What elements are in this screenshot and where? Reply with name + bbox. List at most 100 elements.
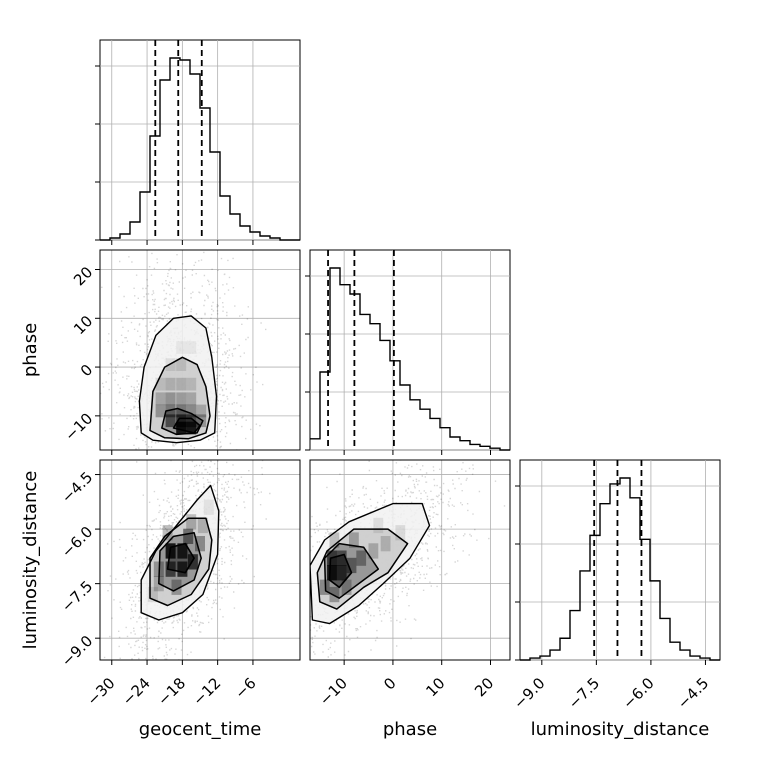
- histogram-panel-geocent_time: [95, 39, 301, 245]
- contour-line-inner: [166, 542, 195, 574]
- histogram-frame: [99, 39, 301, 241]
- x-axis-title-luminosity_distance: luminosity_distance: [531, 719, 710, 740]
- density-cell: [336, 550, 347, 566]
- y-tick-label-phase: 0: [77, 361, 96, 380]
- density-cell: [147, 586, 158, 603]
- density-cell: [356, 550, 367, 566]
- density-cell: [177, 543, 188, 559]
- density-cell: [319, 579, 330, 595]
- density-cell: [186, 414, 197, 428]
- x-tick-label-luminosity_distance: −4.5: [674, 674, 712, 712]
- density-cell: [368, 543, 379, 559]
- y-axis-title-luminosity_distance: luminosity_distance: [20, 471, 41, 650]
- histogram-panel-luminosity_distance: [515, 459, 721, 665]
- contour-line-outer: [140, 484, 220, 621]
- x-tick-label-phase: 20: [471, 674, 497, 700]
- density-cell: [186, 377, 197, 391]
- density-cell: [176, 392, 187, 406]
- panel-frame: [309, 459, 511, 661]
- contour-line-second: [149, 517, 213, 607]
- density-cell: [186, 421, 197, 435]
- histogram-panel-phase: [305, 249, 511, 455]
- contour-line-third: [161, 407, 204, 436]
- density-cell: [165, 404, 176, 418]
- panel-content: [310, 460, 510, 660]
- panel-frame: [99, 249, 301, 451]
- density-cell: [177, 561, 188, 577]
- density-cell: [176, 404, 187, 418]
- density-cell: [203, 499, 214, 515]
- y-tick-label-luminosity_distance: −7.5: [58, 577, 96, 615]
- density-cell: [162, 525, 173, 541]
- contour-line-third: [158, 531, 202, 592]
- density-cell: [187, 554, 198, 570]
- density-cell: [186, 392, 197, 406]
- x-axis-title-geocent_time: geocent_time: [139, 719, 262, 740]
- histogram-frame: [519, 459, 721, 661]
- y-axis-title-phase: phase: [20, 323, 41, 377]
- panel-content: [100, 460, 300, 660]
- density-cell: [380, 536, 391, 552]
- density-cell: [341, 579, 352, 595]
- density-cell: [329, 532, 340, 548]
- x-tick-label-luminosity_distance: −7.5: [565, 674, 603, 712]
- density-cell: [176, 358, 187, 371]
- contour-line-third: [323, 542, 380, 599]
- histogram-step-line: [310, 267, 510, 451]
- density-cell: [176, 421, 187, 435]
- density-cell: [186, 341, 197, 354]
- x-tick-label-geocent_time: −18: [154, 674, 189, 709]
- y-tick-label-luminosity_distance: −6.0: [58, 523, 96, 561]
- x-tick-label-luminosity_distance: −6.0: [619, 674, 657, 712]
- density-cell: [196, 414, 207, 428]
- density-cell: [176, 341, 187, 354]
- density-cell: [197, 517, 208, 534]
- density-cell: [349, 532, 359, 548]
- density-cell: [155, 392, 166, 406]
- contour-line-inner: [172, 417, 201, 434]
- x-tick-label-geocent_time: −12: [189, 674, 224, 709]
- density-cell: [186, 404, 197, 418]
- x-tick-label-luminosity_distance: −9.0: [510, 674, 548, 712]
- density-cell: [373, 517, 384, 534]
- density-cell: [186, 514, 197, 530]
- contour-line-outer: [138, 315, 218, 444]
- scatter-panel-luminosity_distance_vs_geocent_time: [95, 459, 301, 665]
- contour-line-inner: [328, 553, 353, 589]
- x-tick-label-phase: 10: [422, 674, 448, 700]
- histogram-frame: [309, 249, 511, 451]
- histogram-step-line: [520, 477, 720, 661]
- scatter-panel-luminosity_distance_vs_phase: [309, 459, 511, 665]
- density-cell: [171, 579, 182, 595]
- x-tick-label-phase: 0: [380, 674, 399, 693]
- density-cell: [176, 377, 187, 391]
- x-tick-label-phase: −10: [316, 674, 351, 709]
- density-cell: [327, 565, 337, 581]
- y-tick-label-phase: 20: [70, 263, 96, 289]
- density-cell: [155, 377, 166, 391]
- density-cell: [165, 392, 176, 406]
- panel-frame: [99, 459, 301, 661]
- x-tick-label-geocent_time: −24: [119, 674, 154, 709]
- density-cell: [346, 557, 357, 574]
- panel-content: [100, 250, 300, 450]
- density-cell: [165, 377, 176, 391]
- y-tick-label-phase: −10: [61, 409, 96, 444]
- x-axis-title-phase: phase: [383, 719, 437, 740]
- y-tick-label-phase: 10: [70, 312, 96, 338]
- x-tick-label-geocent_time: −30: [83, 674, 118, 709]
- density-cell: [336, 565, 347, 581]
- density-cell: [176, 414, 187, 428]
- density-cell: [196, 404, 207, 418]
- y-tick-label-luminosity_distance: −4.5: [58, 468, 96, 506]
- density-cell: [195, 536, 205, 552]
- contour-line-second: [149, 356, 211, 440]
- contour-line-outer: [310, 502, 431, 625]
- density-cell: [155, 404, 166, 418]
- y-tick-label-luminosity_distance: −9.0: [58, 632, 96, 670]
- histogram-step-line: [100, 57, 300, 241]
- density-cell: [329, 586, 340, 603]
- density-cell: [165, 414, 176, 428]
